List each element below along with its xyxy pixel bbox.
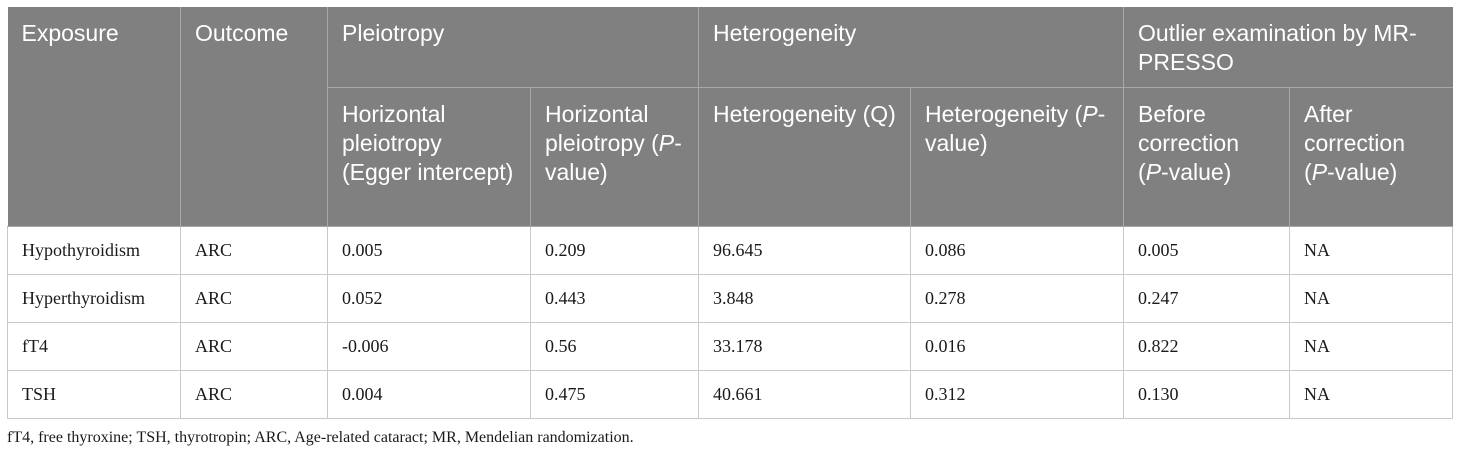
cell-egger: 0.052 bbox=[327, 274, 531, 323]
header-heterogeneity: Heterogeneity bbox=[698, 7, 1125, 88]
cell-egger: -0.006 bbox=[327, 322, 531, 371]
cell-before: 0.822 bbox=[1123, 322, 1291, 371]
cell-egger: 0.005 bbox=[327, 226, 531, 275]
cell-hp-p: 0.209 bbox=[530, 226, 699, 275]
cell-after: NA bbox=[1289, 274, 1454, 323]
cell-exposure: Hypothyroidism bbox=[7, 226, 181, 275]
header-hp-pvalue: Horizontal pleiotropy (P-value) bbox=[530, 87, 699, 227]
header-row-sub: Horizontal pleiotropy (Egger intercept) … bbox=[8, 87, 1453, 227]
cell-before: 0.005 bbox=[1123, 226, 1291, 275]
cell-outcome: ARC bbox=[180, 322, 328, 371]
cell-het-q: 40.661 bbox=[698, 370, 911, 419]
mr-sensitivity-table: Exposure Outcome Pleiotropy Heterogeneit… bbox=[7, 7, 1454, 419]
cell-het-q: 3.848 bbox=[698, 274, 911, 323]
header-before-correction: Before correction (P-value) bbox=[1123, 87, 1291, 227]
cell-before: 0.247 bbox=[1123, 274, 1291, 323]
cell-before: 0.130 bbox=[1123, 370, 1291, 419]
header-hp-egger: Horizontal pleiotropy (Egger intercept) bbox=[327, 87, 531, 227]
cell-het-p: 0.312 bbox=[909, 370, 1125, 419]
cell-hp-p: 0.475 bbox=[530, 370, 699, 419]
table-row: Hypothyroidism ARC 0.005 0.209 96.645 0.… bbox=[7, 226, 1454, 275]
cell-het-p: 0.278 bbox=[909, 274, 1125, 323]
results-table-container: Exposure Outcome Pleiotropy Heterogeneit… bbox=[7, 7, 1454, 447]
cell-exposure: Hyperthyroidism bbox=[7, 274, 181, 323]
cell-after: NA bbox=[1289, 370, 1454, 419]
header-exposure: Exposure bbox=[7, 7, 181, 227]
header-het-pvalue: Heterogeneity (P-value) bbox=[910, 87, 1125, 227]
cell-after: NA bbox=[1289, 226, 1454, 275]
header-pleiotropy: Pleiotropy bbox=[327, 7, 699, 88]
cell-outcome: ARC bbox=[180, 274, 328, 323]
cell-outcome: ARC bbox=[180, 226, 328, 275]
cell-exposure: TSH bbox=[7, 370, 181, 419]
cell-het-q: 33.178 bbox=[698, 322, 911, 371]
cell-exposure: fT4 bbox=[7, 322, 181, 371]
cell-after: NA bbox=[1289, 322, 1454, 371]
cell-outcome: ARC bbox=[180, 370, 328, 419]
header-outcome: Outcome bbox=[180, 7, 328, 227]
header-outlier: Outlier examination by MR-PRESSO bbox=[1123, 7, 1453, 88]
table-row: fT4 ARC -0.006 0.56 33.178 0.016 0.822 N… bbox=[7, 322, 1454, 371]
cell-hp-p: 0.443 bbox=[530, 274, 699, 323]
cell-het-p: 0.016 bbox=[909, 322, 1125, 371]
header-het-q: Heterogeneity (Q) bbox=[698, 87, 911, 227]
table-row: TSH ARC 0.004 0.475 40.661 0.312 0.130 N… bbox=[7, 370, 1454, 419]
table-footnote: fT4, free thyroxine; TSH, thyrotropin; A… bbox=[7, 429, 634, 446]
cell-hp-p: 0.56 bbox=[530, 322, 699, 371]
table-row: Hyperthyroidism ARC 0.052 0.443 3.848 0.… bbox=[7, 274, 1454, 323]
cell-het-p: 0.086 bbox=[909, 226, 1125, 275]
cell-het-q: 96.645 bbox=[698, 226, 911, 275]
header-after-correction: After correction (P-value) bbox=[1289, 87, 1453, 227]
cell-egger: 0.004 bbox=[327, 370, 531, 419]
header-row-top: Exposure Outcome Pleiotropy Heterogeneit… bbox=[7, 7, 1453, 227]
